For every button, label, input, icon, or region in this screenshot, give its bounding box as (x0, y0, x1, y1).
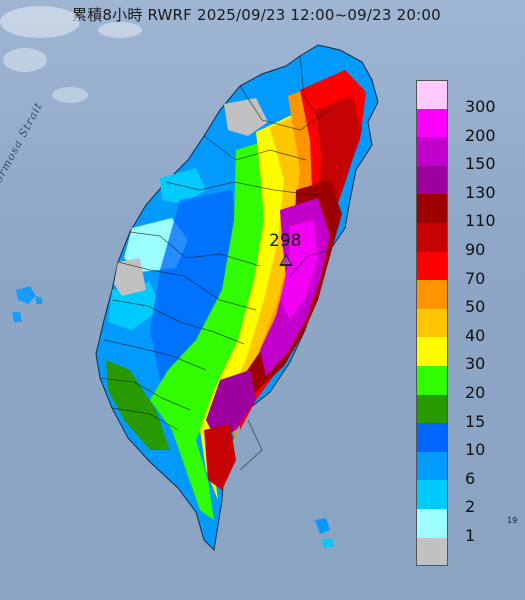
legend-item: 110 (416, 194, 506, 230)
map-title: 累積8小時 RWRF 2025/09/23 12:00~09/23 20:00 (72, 6, 441, 24)
legend-swatch (416, 508, 448, 538)
legend-swatch (416, 137, 448, 166)
legend-item: 90 (416, 222, 506, 259)
legend-swatch (416, 337, 448, 366)
legend-item: 50 (416, 280, 506, 316)
county-boundaries (99, 55, 331, 471)
legend-label: 150 (465, 154, 496, 174)
legend-swatch (416, 80, 448, 109)
legend-item: 200 (416, 108, 506, 145)
legend-label: 20 (465, 382, 486, 402)
triangle-icon (279, 254, 293, 266)
legend-item: 1 (416, 508, 506, 545)
legend-label: 130 (465, 182, 496, 202)
legend-label: 70 (465, 268, 486, 288)
legend-item: 30 (416, 337, 506, 373)
legend-swatch (416, 451, 448, 481)
cloud-texture (0, 6, 142, 103)
legend-swatch (416, 280, 448, 309)
legend-swatch (416, 480, 448, 509)
legend-label: 200 (465, 125, 496, 145)
legend-label: 15 (465, 411, 486, 431)
corner-note: 19 (507, 516, 518, 525)
legend-label: 300 (465, 97, 496, 116)
legend-label: 30 (465, 354, 486, 374)
rainfall-legend: 300 200 150 130 110 90 70 50 40 30 20 15 10 6 2 1 (416, 80, 506, 567)
legend-swatch (416, 394, 448, 424)
legend-item: 6 (416, 451, 506, 488)
legend-swatch (416, 251, 448, 281)
legend-label: 1 (465, 525, 476, 545)
orchid-island (322, 538, 334, 548)
legend-item: 15 (416, 394, 506, 431)
legend-swatch (416, 222, 448, 252)
legend-item: 40 (416, 308, 506, 345)
green-island (315, 518, 330, 534)
legend-item: 2 (416, 480, 506, 516)
peak-rainfall-label: 298 (269, 231, 302, 251)
legend-label: 6 (465, 468, 476, 488)
penghu-islands (12, 286, 42, 322)
legend-swatch (416, 423, 448, 452)
legend-swatch (416, 108, 448, 138)
legend-item: 10 (416, 423, 506, 459)
legend-label: 10 (465, 440, 486, 460)
legend-item: 70 (416, 251, 506, 288)
legend-item: 130 (416, 165, 506, 202)
legend-swatch (416, 165, 448, 195)
legend-label: 50 (465, 297, 486, 317)
legend-label: 2 (465, 497, 476, 517)
legend-label: 40 (465, 325, 486, 345)
legend-item: 20 (416, 365, 506, 402)
legend-item: 150 (416, 137, 506, 173)
legend-item: 300 (416, 80, 506, 116)
legend-label: 90 (465, 239, 486, 259)
legend-swatch (416, 537, 448, 567)
legend-swatch (416, 308, 448, 338)
legend-item (416, 537, 506, 567)
legend-swatch (416, 365, 448, 395)
legend-swatch (416, 194, 448, 223)
legend-label: 110 (465, 211, 496, 231)
